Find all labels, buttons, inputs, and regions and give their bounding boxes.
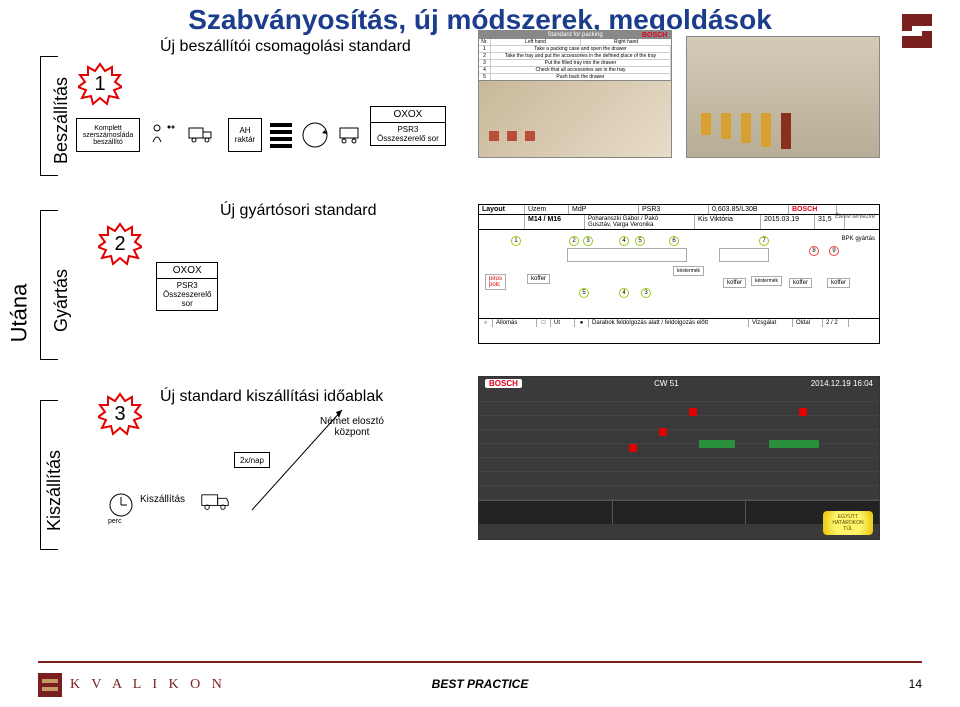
- circle-arrow-icon: [300, 120, 330, 155]
- schedule-datetime: 2014.12.19 16:04: [811, 379, 873, 388]
- bracket-3: [40, 400, 58, 550]
- page-number: 14: [909, 677, 922, 691]
- star-badge-1: 1: [78, 62, 122, 106]
- packing-photo-1: [478, 80, 672, 158]
- cart-icon: [338, 126, 362, 144]
- company-logo-icon: [892, 6, 942, 56]
- footer-divider: [38, 661, 922, 663]
- schedule-header: BOSCH CW 51 2014.12.19 16:04: [479, 377, 879, 390]
- layout-node: 7: [759, 236, 769, 246]
- oxox-top-1: OXOX: [371, 107, 445, 123]
- arrow-line: [242, 390, 362, 525]
- status-bar: [699, 440, 735, 448]
- oxox-bot-1: PSR3 Összeszerelő sor: [371, 123, 445, 145]
- box-komplett: Komplett szerszámosláda beszállító: [76, 118, 140, 152]
- box-ah-raktar: AH raktár: [228, 118, 262, 152]
- status-dot: [659, 428, 667, 436]
- layout-node: 2: [569, 236, 579, 246]
- layout-node: 6: [669, 236, 679, 246]
- label-utana: Utána: [6, 284, 32, 343]
- section2-title: Új gyártósori standard: [220, 202, 377, 220]
- table-row: 3Put the filled tray into the drawer: [479, 60, 671, 67]
- yellow-badge: EGYÜTT HATÁROKON TÚL: [823, 511, 873, 535]
- status-dot: [629, 444, 637, 452]
- section1-title: Új beszállítói csomagolási standard: [160, 38, 411, 56]
- label-bpk: BPK gyártás: [842, 236, 875, 242]
- label-koffer-4: koffer: [827, 278, 850, 288]
- layout-node: 5: [635, 236, 645, 246]
- bosch-logo-3: BOSCH: [485, 379, 522, 388]
- clock-icon: [108, 492, 134, 518]
- layout-node: 8: [809, 246, 819, 256]
- star-num-2: 2: [98, 222, 142, 266]
- layout-panel: Layout Üzem MdP PSR3 0,603.85/L30B BOSCH…: [478, 204, 880, 344]
- label-kestermek: késtermék: [673, 266, 704, 276]
- layout-footer: ○Állomás □Út ●Darabok feldolgozás alatt …: [479, 318, 879, 327]
- bracket-1: [40, 56, 58, 176]
- packing-cols: Nr.Left handRight hand: [479, 39, 671, 46]
- label-koffer-3: koffer: [789, 278, 812, 288]
- bosch-logo-1: BOSCH: [642, 32, 667, 39]
- schedule-panel: BOSCH CW 51 2014.12.19 16:04 EGYÜTT HATÁ…: [478, 376, 880, 540]
- layout-node: 5: [579, 288, 589, 298]
- box-oxox-1: OXOX PSR3 Összeszerelő sor: [370, 106, 446, 146]
- layout-header-row2: M14 / M16 Poharanszki Gábor / Pakó Guszt…: [479, 215, 879, 230]
- label-kiszallitas: Kiszállítás: [140, 494, 185, 505]
- status-dot: [799, 408, 807, 416]
- oxox-bot-2: PSR3 Összeszerelő sor: [157, 279, 217, 310]
- bars-icon: [270, 120, 292, 150]
- label-piros-polc: piros polc: [485, 274, 506, 290]
- person-icon: [148, 122, 178, 144]
- box-oxox-2: OXOX PSR3 Összeszerelő sor: [156, 262, 218, 311]
- layout-node: 4: [619, 236, 629, 246]
- label-koffer-2: koffer: [723, 278, 746, 288]
- bracket-2: [40, 210, 58, 360]
- label-koffer-1: koffer: [527, 274, 550, 284]
- star-badge-2: 2: [98, 222, 142, 266]
- schedule-grid: [479, 390, 879, 500]
- footer-center-text: BEST PRACTICE: [0, 677, 960, 691]
- star-badge-3: 3: [98, 392, 142, 436]
- table-row: 1Take a packing case and open the drawer: [479, 46, 671, 53]
- schedule-cw: CW 51: [654, 379, 678, 388]
- layout-node: 3: [641, 288, 651, 298]
- truck-icon-1: [186, 122, 216, 144]
- layout-header-row1: Layout Üzem MdP PSR3 0,603.85/L30B BOSCH: [479, 205, 879, 215]
- layout-node: 4: [619, 288, 629, 298]
- label-kestermek-2: késtermék: [751, 276, 782, 286]
- star-num-3: 3: [98, 392, 142, 436]
- table-row: 2Take the tray and put the accessories i…: [479, 53, 671, 60]
- label-nemet-eloszto: Német elosztó központ: [320, 416, 384, 438]
- layout-node: 3: [583, 236, 593, 246]
- status-dot: [689, 408, 697, 416]
- schedule-footer: [479, 500, 879, 524]
- star-num-1: 1: [78, 62, 122, 106]
- layout-node: 1: [511, 236, 521, 246]
- layout-node: 9: [829, 246, 839, 256]
- truck-icon-2: [200, 490, 230, 512]
- status-bar: [769, 440, 819, 448]
- layout-body: Életre tervezve piros polc koffer koffer…: [479, 230, 879, 318]
- packing-photo-2: [686, 36, 880, 158]
- label-perc: perc: [108, 518, 122, 525]
- table-row: 4Check that all accessories are in the t…: [479, 67, 671, 74]
- oxox-top-2: OXOX: [157, 263, 217, 279]
- bosch-logo-2: BOSCH: [789, 205, 837, 214]
